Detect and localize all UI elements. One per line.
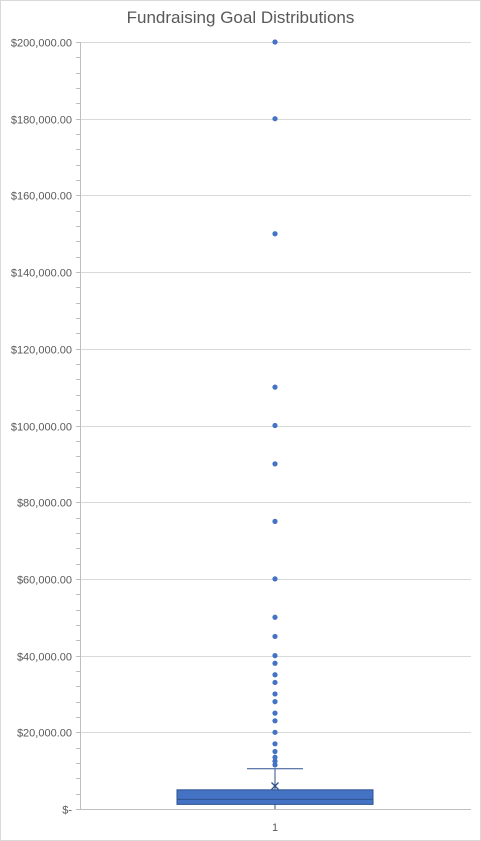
outlier-point [272,679,278,686]
outlier-point [272,39,278,45]
outlier-point [272,748,278,755]
tick-labels: $- $20,000.00 $40,000.00 $60,000.00 $80,000.… [11,38,278,835]
outlier-point [272,754,278,760]
outlier-points [272,39,278,768]
outlier-point [272,729,278,735]
y-tick-label: $120,000.00 [11,345,72,357]
y-tick-label: $- [62,805,72,817]
outlier-point [272,116,278,122]
outlier-point [272,384,278,390]
y-tick-label: $60,000.00 [17,575,72,587]
outlier-point [272,762,278,768]
outlier-point [272,741,278,747]
outlier-point [272,672,278,678]
axes [76,42,471,810]
y-tick-label: $20,000.00 [17,728,72,740]
y-tick-label: $160,000.00 [11,191,72,203]
outlier-point [272,422,278,429]
outlier-point [272,758,278,764]
mean-marker [271,782,279,790]
y-tick-label: $80,000.00 [17,498,72,510]
outlier-point [272,718,278,724]
y-tick-label: $180,000.00 [11,115,72,127]
chart-title: Fundraising Goal Distributions [126,8,355,27]
outlier-point [272,699,278,705]
y-tick-label: $40,000.00 [17,652,72,664]
outlier-point [272,633,278,640]
outlier-point [272,518,278,524]
box-body [176,789,374,805]
y-tick-label: $140,000.00 [11,268,72,280]
outlier-point [272,614,278,620]
y-tick-label: $100,000.00 [11,422,72,434]
y-tick-label: $200,000.00 [11,38,72,50]
mean-marker-stroke [271,782,279,790]
outlier-point [272,710,278,716]
x-tick-label: 1 [272,822,278,834]
outlier-point [272,461,278,467]
outlier-point [272,231,278,237]
outlier-point [272,653,278,659]
outlier-point [272,691,278,697]
outlier-point [272,660,278,666]
box-series [176,768,374,809]
outlier-point [272,576,278,582]
